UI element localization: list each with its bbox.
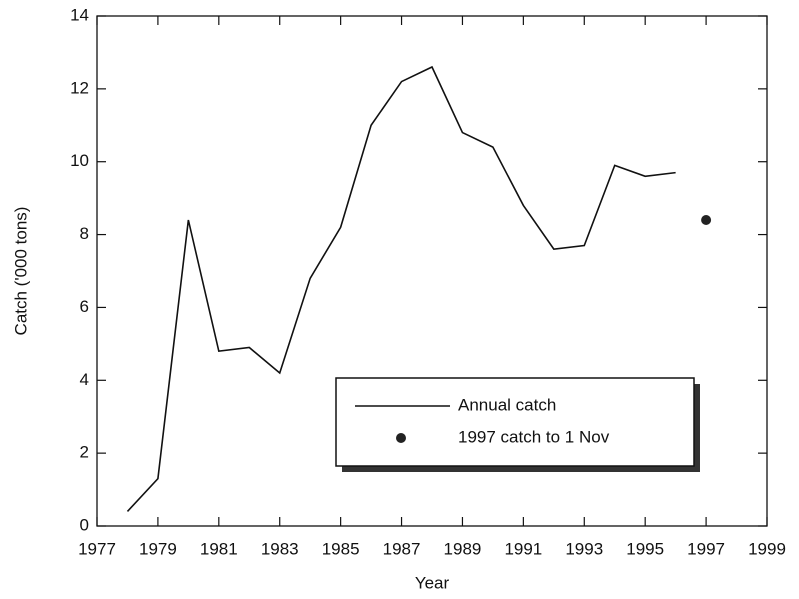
x-tick-label: 1991 [504,539,542,558]
x-tick-label: 1989 [444,539,482,558]
y-axis-label: Catch ('000 tons) [11,207,30,336]
x-tick-label: 1997 [687,539,725,558]
y-tick-label: 10 [70,151,89,170]
y-tick-label: 6 [80,297,89,316]
x-tick-label: 1999 [748,539,786,558]
legend-box [335,377,695,467]
y-tick-label: 12 [70,78,89,97]
x-tick-label: 1993 [565,539,603,558]
legend-label: 1997 catch to 1 Nov [458,427,610,446]
y-tick-label: 8 [80,224,89,243]
y-tick-label: 14 [70,5,89,24]
x-tick-label: 1977 [78,539,116,558]
data-line [126,65,676,512]
y-tick-label: 4 [80,370,89,389]
x-tick-label: 1985 [322,539,360,558]
x-tick-label: 1981 [200,539,238,558]
x-tick-label: 1995 [626,539,664,558]
y-tick-label: 0 [80,515,89,534]
y-tick-label: 2 [80,443,89,462]
x-axis-label: Year [415,573,450,592]
plot-frame [96,15,768,527]
data-point [701,215,712,225]
x-tick-label: 1987 [383,539,421,558]
legend-label: Annual catch [458,395,556,414]
x-tick-label: 1979 [139,539,177,558]
x-tick-label: 1983 [261,539,299,558]
legend-dot [396,433,406,443]
